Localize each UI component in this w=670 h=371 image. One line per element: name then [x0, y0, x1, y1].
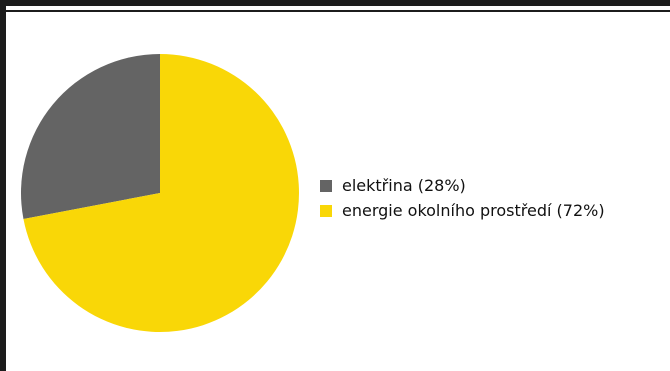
legend-label-energie-okolniho-prostredi: energie okolního prostředí (72%)	[342, 201, 605, 220]
legend-item-elektrina: elektřina (28%)	[320, 173, 605, 198]
legend-label-elektrina: elektřina (28%)	[342, 176, 466, 195]
pie-slices	[20, 54, 299, 332]
pie-slice-0	[20, 54, 160, 220]
chart-legend: elektřina (28%) energie okolního prostře…	[320, 173, 605, 223]
chart-title-strip	[6, 6, 670, 12]
legend-item-energie-okolniho-prostredi: energie okolního prostředí (72%)	[320, 198, 605, 223]
legend-swatch-elektrina	[320, 179, 332, 192]
pie-slice-1	[23, 54, 299, 332]
legend-swatch-energie-okolniho-prostredi	[320, 204, 332, 217]
